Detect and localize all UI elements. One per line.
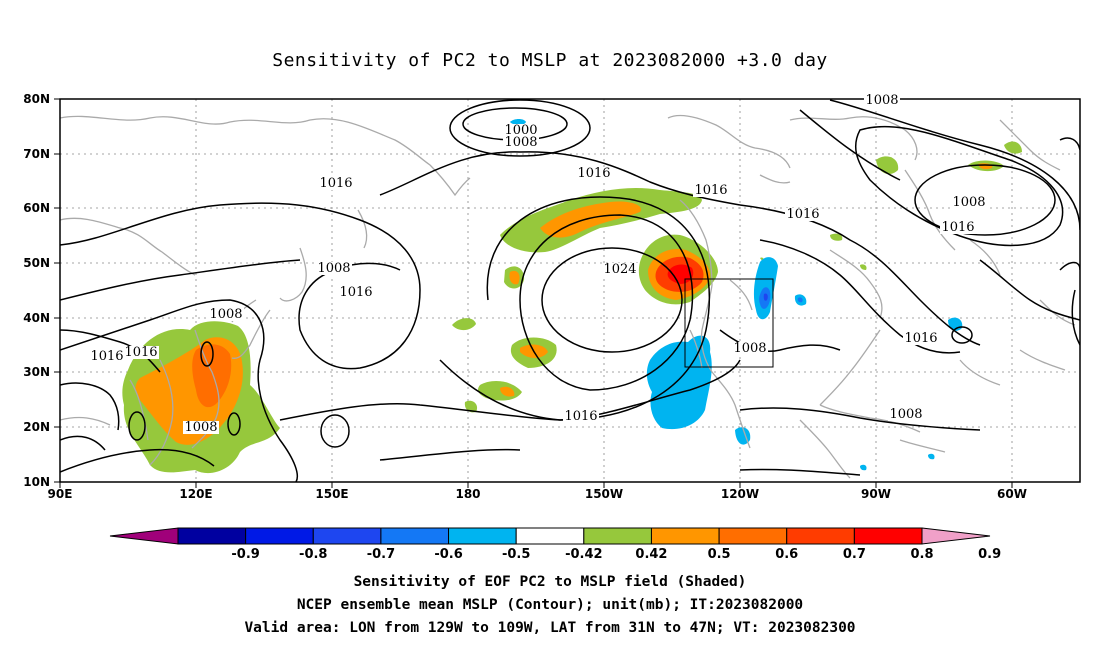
contour-label-bg <box>123 346 159 359</box>
colorbar: -0.9 -0.8 -0.7 -0.6 -0.5 -0.42 0.42 0.5 0.6 0.7 0.… <box>109 527 1001 562</box>
lon-label: 120W <box>721 487 759 501</box>
contour-label-bg <box>183 421 219 434</box>
contour-label-bg <box>338 286 374 299</box>
contour-label: 1016 <box>339 285 372 300</box>
colorbar-swatch <box>786 527 855 545</box>
colorbar-tick-label: 0.5 <box>708 547 731 562</box>
caption-line-2: NCEP ensemble mean MSLP (Contour); unit(… <box>296 597 804 613</box>
contour-label-bg <box>503 136 539 149</box>
contour-label-bg <box>693 184 729 197</box>
contour-label-bg <box>951 196 987 209</box>
caption-line-1: Sensitivity of EOF PC2 to MSLP field (Sh… <box>353 574 747 590</box>
lat-label: 60N <box>23 201 50 215</box>
colorbar-tick-label: 0.42 <box>635 547 667 562</box>
lon-label: 90E <box>48 487 73 501</box>
lon-label: 120E <box>179 487 212 501</box>
lon-label: 180 <box>455 487 480 501</box>
contour-label: 1016 <box>90 349 123 364</box>
colorbar-tick-label: -0.5 <box>502 547 530 562</box>
contour-label: 1016 <box>941 220 974 235</box>
contour-label: 1024 <box>603 262 636 277</box>
contour-label: 1016 <box>694 183 727 198</box>
contour-label-bg <box>785 208 821 221</box>
lat-label: 30N <box>23 365 50 379</box>
contour-labels: 1008100010081016101610161016100810161024… <box>89 93 987 435</box>
contour-label: 1008 <box>865 93 898 108</box>
caption-line-3: Valid area: LON from 129W to 109W, LAT f… <box>244 620 856 636</box>
contour-label: 1008 <box>184 420 217 435</box>
map-title: Sensitivity of PC2 to MSLP at 2023082000… <box>272 50 828 71</box>
colorbar-tick-label: -0.8 <box>299 547 327 562</box>
contour-label: 1008 <box>317 261 350 276</box>
colorbar-tick-label: 0.6 <box>775 547 798 562</box>
colorbar-swatch <box>853 527 923 545</box>
colorbar-tick-label: -0.6 <box>434 547 462 562</box>
contour-label-bg <box>89 350 125 363</box>
contour-label-bg <box>318 177 354 190</box>
colorbar-swatch <box>650 527 720 545</box>
contour-label: 1016 <box>904 331 937 346</box>
colorbar-tick-label: 0.7 <box>843 547 866 562</box>
contour-label: 1016 <box>577 166 610 181</box>
contour-label: 1008 <box>209 307 242 322</box>
contour-label: 1008 <box>952 195 985 210</box>
colorbar-min-triangle <box>109 527 179 545</box>
plot-border <box>59 98 1081 483</box>
contour-label: 1016 <box>124 345 157 360</box>
valid-area-box <box>684 278 774 368</box>
contour-label: 1016 <box>319 176 352 191</box>
axis-ticks <box>54 98 1013 488</box>
lat-label: 70N <box>23 147 50 161</box>
colorbar-tick-label: -0.42 <box>565 547 602 562</box>
contour-label-bg <box>903 332 939 345</box>
lat-label: 20N <box>23 420 50 434</box>
colorbar-swatch <box>177 527 247 545</box>
longitude-labels: 90E 120E 150E 180 150W 120W 90W 60W <box>48 487 1027 501</box>
colorbar-max-triangle <box>921 527 991 545</box>
contour-label-bg <box>864 94 900 107</box>
colorbar-tick-label: -0.7 <box>367 547 395 562</box>
colorbar-swatch <box>718 527 788 545</box>
colorbar-tick-label: 0.8 <box>910 547 933 562</box>
lat-label: 40N <box>23 311 50 325</box>
colorbar-tick-label: -0.9 <box>231 547 259 562</box>
coastlines <box>60 114 1076 479</box>
contour-label-bg <box>888 408 924 421</box>
contour-label-bg <box>563 410 599 423</box>
mslp-contours <box>60 99 1080 482</box>
contour-label: 1016 <box>564 409 597 424</box>
colorbar-tick-label: 0.9 <box>978 547 1001 562</box>
lon-label: 60W <box>997 487 1027 501</box>
contour-label-bg <box>732 342 768 355</box>
lat-label: 10N <box>23 475 50 489</box>
colorbar-swatch <box>515 527 585 545</box>
contour-label: 1008 <box>504 135 537 150</box>
contour-label: 1008 <box>733 341 766 356</box>
lat-label: 50N <box>23 256 50 270</box>
contour-label-bg <box>503 124 539 137</box>
lon-label: 150W <box>585 487 623 501</box>
lon-label: 90W <box>861 487 891 501</box>
latitude-labels: 80N 70N 60N 50N 40N 30N 20N 10N <box>23 92 50 489</box>
colorbar-swatch <box>583 527 652 545</box>
contour-label-bg <box>940 221 976 234</box>
contour-label: 1008 <box>889 407 922 422</box>
colorbar-swatch <box>380 527 450 545</box>
lon-label: 150E <box>315 487 348 501</box>
contour-label-bg <box>602 263 638 276</box>
contour-label: 1000 <box>504 123 537 138</box>
colorbar-swatch <box>245 527 314 545</box>
colorbar-swatch <box>448 527 517 545</box>
contour-label-bg <box>576 167 612 180</box>
contour-label-bg <box>316 262 352 275</box>
contour-label-bg <box>208 308 244 321</box>
contour-label: 1016 <box>786 207 819 222</box>
lat-label: 80N <box>23 92 50 106</box>
colorbar-swatch <box>312 527 382 545</box>
